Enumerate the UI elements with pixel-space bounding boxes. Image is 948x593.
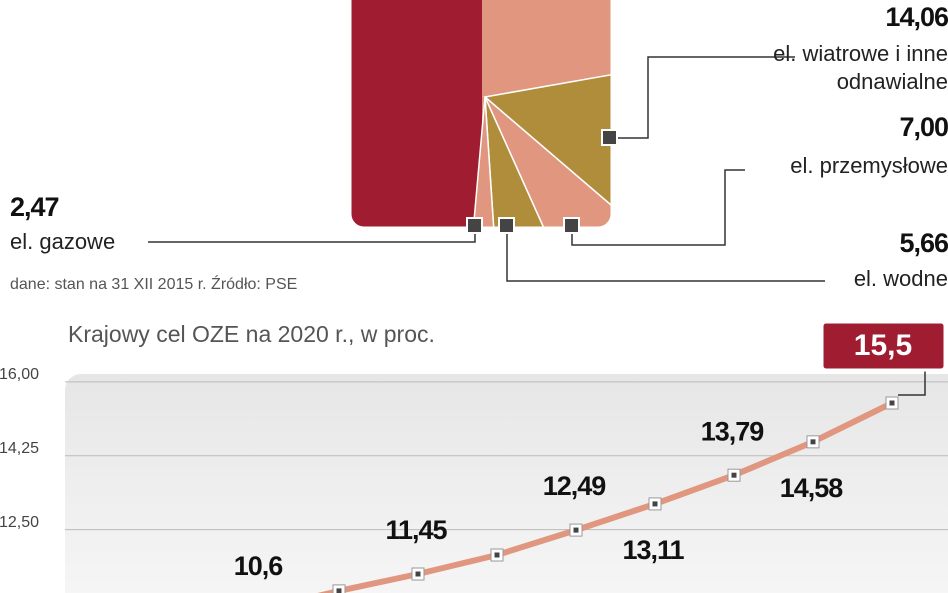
data-point-dot bbox=[494, 552, 500, 558]
value-label: 11,45 bbox=[385, 515, 447, 545]
marker bbox=[466, 217, 483, 234]
data-point-dot bbox=[731, 472, 737, 478]
data-point-dot bbox=[415, 571, 421, 577]
value-label: 14,58 bbox=[780, 473, 844, 503]
pie-markers bbox=[466, 129, 618, 234]
category-label: el. przemysłowe bbox=[790, 153, 948, 178]
source-note: dane: stan na 31 XII 2015 r. Źródło: PSE bbox=[10, 276, 298, 293]
value-label: 2,47 bbox=[10, 192, 60, 222]
pie-segment bbox=[484, 96, 612, 228]
data-point-dot bbox=[652, 501, 658, 507]
line-group bbox=[317, 396, 899, 593]
marker bbox=[498, 217, 515, 234]
callout-value: 15,5 bbox=[854, 329, 912, 362]
leader-line bbox=[506, 225, 825, 282]
pie-dark-segment bbox=[350, 0, 482, 228]
marker bbox=[601, 129, 618, 146]
plot-background bbox=[65, 374, 948, 593]
chart-title: Krajowy cel OZE na 2020 r., w proc. bbox=[68, 321, 435, 347]
grid bbox=[65, 381, 948, 531]
data-point-dot bbox=[889, 400, 895, 406]
callout-box bbox=[820, 320, 947, 372]
value-label: 13,11 bbox=[622, 535, 684, 565]
category-label: el. wodne bbox=[853, 266, 948, 291]
y-tick-label: 12,50 bbox=[0, 514, 39, 531]
pie-segment bbox=[483, 26, 612, 228]
y-tick-label: 14,25 bbox=[0, 440, 39, 457]
value-label: 12,49 bbox=[543, 471, 607, 501]
marker bbox=[563, 217, 580, 234]
callout-line bbox=[898, 370, 926, 396]
data-point-dot bbox=[336, 588, 342, 593]
data-point-dot bbox=[573, 527, 579, 533]
category-label: el. gazowe bbox=[10, 229, 116, 254]
value-label: 5,66 bbox=[899, 228, 948, 258]
value-label: 14,06 bbox=[885, 2, 948, 32]
value-label: 13,79 bbox=[701, 416, 765, 446]
y-tick-label: 16,00 bbox=[0, 366, 39, 383]
value-label: 10,6 bbox=[234, 551, 284, 581]
pie-group bbox=[350, 0, 612, 228]
value-label: 7,00 bbox=[899, 112, 948, 142]
leader-line bbox=[610, 56, 795, 139]
category-label: el. wiatrowe i inne odnawialne bbox=[773, 41, 948, 94]
pie-segment bbox=[484, 96, 612, 228]
data-point-dot bbox=[810, 439, 816, 445]
leader-line bbox=[571, 169, 745, 246]
